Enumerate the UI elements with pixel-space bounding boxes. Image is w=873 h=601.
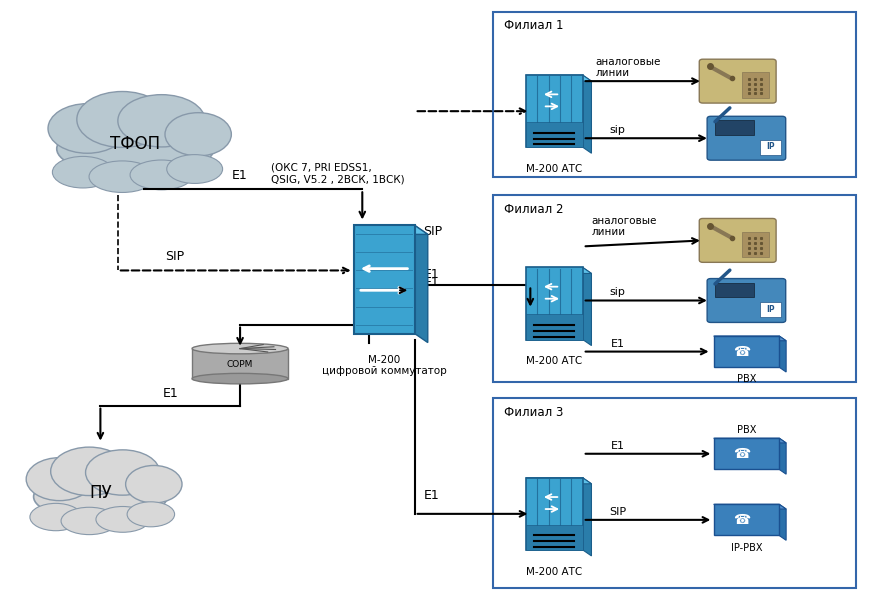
Text: Филиал 2: Филиал 2: [504, 203, 563, 216]
FancyBboxPatch shape: [699, 59, 776, 103]
Ellipse shape: [48, 103, 127, 153]
Ellipse shape: [130, 160, 193, 190]
Polygon shape: [714, 504, 786, 509]
Polygon shape: [779, 504, 786, 540]
Text: ПУ: ПУ: [89, 484, 112, 502]
FancyBboxPatch shape: [714, 336, 779, 367]
Text: Филиал 3: Филиал 3: [504, 406, 563, 419]
Polygon shape: [583, 478, 592, 556]
Polygon shape: [583, 75, 592, 153]
Text: Филиал 1: Филиал 1: [504, 19, 563, 32]
FancyBboxPatch shape: [760, 139, 781, 154]
FancyBboxPatch shape: [760, 302, 781, 317]
Polygon shape: [526, 75, 592, 81]
Ellipse shape: [89, 161, 155, 192]
Ellipse shape: [51, 447, 127, 496]
Ellipse shape: [26, 458, 93, 501]
Text: E1: E1: [162, 386, 178, 400]
Ellipse shape: [118, 94, 205, 147]
FancyBboxPatch shape: [354, 225, 415, 334]
Text: SIP: SIP: [165, 250, 184, 263]
Text: PBX: PBX: [737, 374, 756, 385]
FancyBboxPatch shape: [742, 231, 768, 257]
Text: ☎: ☎: [733, 513, 751, 527]
FancyBboxPatch shape: [707, 279, 786, 322]
Text: М-200 АТС: М-200 АТС: [526, 356, 582, 367]
Text: ☎: ☎: [733, 344, 751, 359]
FancyBboxPatch shape: [526, 478, 583, 550]
Ellipse shape: [34, 474, 168, 520]
Text: IP-PBX: IP-PBX: [731, 543, 762, 553]
Text: E1: E1: [423, 267, 439, 281]
Ellipse shape: [77, 91, 168, 147]
Polygon shape: [714, 438, 786, 443]
FancyBboxPatch shape: [526, 525, 583, 550]
Polygon shape: [583, 267, 592, 346]
FancyBboxPatch shape: [526, 75, 583, 147]
FancyBboxPatch shape: [742, 72, 768, 97]
Ellipse shape: [96, 507, 149, 532]
FancyBboxPatch shape: [714, 504, 779, 535]
Text: СОРМ: СОРМ: [227, 361, 253, 369]
Polygon shape: [415, 225, 428, 343]
Text: E1: E1: [423, 489, 439, 502]
Text: SIP: SIP: [423, 225, 443, 238]
Polygon shape: [779, 438, 786, 474]
Text: sip: sip: [609, 287, 626, 297]
Polygon shape: [714, 336, 786, 341]
Text: ☎: ☎: [733, 447, 751, 461]
Text: PBX: PBX: [737, 424, 756, 435]
FancyBboxPatch shape: [526, 314, 583, 340]
Text: (ОКС 7, PRI EDSS1,
QSIG, V5.2 , 2ВСК, 1ВСК): (ОКС 7, PRI EDSS1, QSIG, V5.2 , 2ВСК, 1В…: [271, 163, 404, 185]
Text: М-200 АТС: М-200 АТС: [526, 567, 582, 577]
Ellipse shape: [192, 373, 288, 384]
Ellipse shape: [57, 121, 214, 175]
Text: IP: IP: [766, 305, 774, 314]
Ellipse shape: [86, 450, 160, 495]
Ellipse shape: [167, 154, 223, 183]
FancyBboxPatch shape: [192, 349, 288, 379]
Polygon shape: [779, 336, 786, 372]
Ellipse shape: [30, 504, 82, 531]
Text: E1: E1: [610, 338, 625, 349]
Text: М-200
цифровой коммутатор: М-200 цифровой коммутатор: [322, 355, 446, 376]
FancyBboxPatch shape: [715, 120, 754, 135]
Text: sip: sip: [609, 125, 626, 135]
FancyBboxPatch shape: [714, 438, 779, 469]
FancyBboxPatch shape: [715, 282, 754, 297]
Text: М-200 АТС: М-200 АТС: [526, 164, 582, 174]
Ellipse shape: [52, 156, 113, 188]
FancyBboxPatch shape: [526, 267, 583, 340]
Polygon shape: [526, 267, 592, 273]
Text: ТФОП: ТФОП: [110, 135, 161, 153]
Ellipse shape: [126, 465, 182, 503]
Ellipse shape: [61, 507, 118, 535]
Text: SIP: SIP: [609, 507, 626, 517]
Text: аналоговые
линии: аналоговые линии: [595, 56, 661, 78]
Ellipse shape: [192, 343, 288, 354]
Ellipse shape: [127, 502, 175, 527]
Text: E1: E1: [423, 276, 439, 289]
Polygon shape: [526, 478, 592, 484]
FancyBboxPatch shape: [699, 218, 776, 262]
Ellipse shape: [165, 113, 231, 156]
Text: аналоговые
линии: аналоговые линии: [592, 216, 656, 237]
Polygon shape: [354, 225, 428, 234]
FancyBboxPatch shape: [526, 122, 583, 147]
Text: E1: E1: [232, 169, 248, 182]
FancyBboxPatch shape: [707, 117, 786, 160]
Text: E1: E1: [610, 441, 625, 451]
Text: IP: IP: [766, 142, 774, 151]
